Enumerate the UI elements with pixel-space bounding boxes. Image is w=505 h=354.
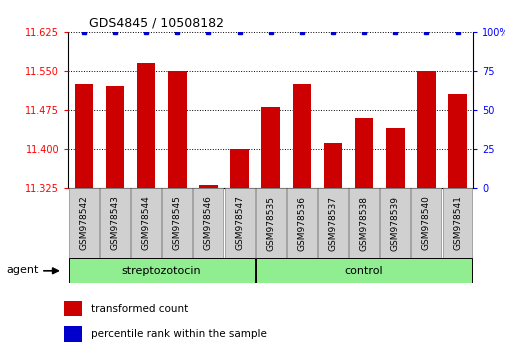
Bar [323,143,342,188]
Text: GSM978538: GSM978538 [359,195,368,251]
Bar [106,86,124,188]
Text: control: control [344,266,383,276]
FancyBboxPatch shape [193,188,223,258]
Text: GSM978541: GSM978541 [452,195,461,251]
Text: GSM978539: GSM978539 [390,195,399,251]
Bar [354,118,373,188]
Text: GSM978540: GSM978540 [421,195,430,251]
Bar [447,94,466,188]
Bar [64,326,82,342]
Text: GSM978546: GSM978546 [204,195,213,251]
Text: GSM978545: GSM978545 [172,195,181,251]
Text: GSM978542: GSM978542 [79,196,88,250]
FancyBboxPatch shape [255,258,472,283]
Bar [64,301,82,316]
FancyBboxPatch shape [69,258,254,283]
Bar [385,128,404,188]
Bar [292,84,311,188]
FancyBboxPatch shape [69,188,98,258]
Bar [416,71,435,188]
FancyBboxPatch shape [348,188,378,258]
FancyBboxPatch shape [100,188,130,258]
Bar [136,63,155,188]
Text: GSM978543: GSM978543 [110,195,119,251]
FancyBboxPatch shape [318,188,347,258]
FancyBboxPatch shape [286,188,316,258]
FancyBboxPatch shape [131,188,161,258]
FancyBboxPatch shape [162,188,192,258]
Bar [198,185,217,188]
Bar [168,71,186,188]
Text: GSM978547: GSM978547 [235,195,243,251]
FancyBboxPatch shape [442,188,472,258]
Text: GSM978537: GSM978537 [328,195,337,251]
Text: transformed count: transformed count [90,303,187,314]
Text: streptozotocin: streptozotocin [122,266,201,276]
FancyBboxPatch shape [411,188,440,258]
FancyBboxPatch shape [224,188,254,258]
Bar [230,149,248,188]
Text: GDS4845 / 10508182: GDS4845 / 10508182 [88,16,223,29]
Text: agent: agent [7,264,39,275]
Text: GSM978544: GSM978544 [141,196,150,250]
FancyBboxPatch shape [255,188,285,258]
Text: GSM978536: GSM978536 [297,195,306,251]
FancyBboxPatch shape [380,188,410,258]
Bar [74,84,93,188]
Bar [261,107,279,188]
Text: percentile rank within the sample: percentile rank within the sample [90,329,266,339]
Text: GSM978535: GSM978535 [266,195,275,251]
